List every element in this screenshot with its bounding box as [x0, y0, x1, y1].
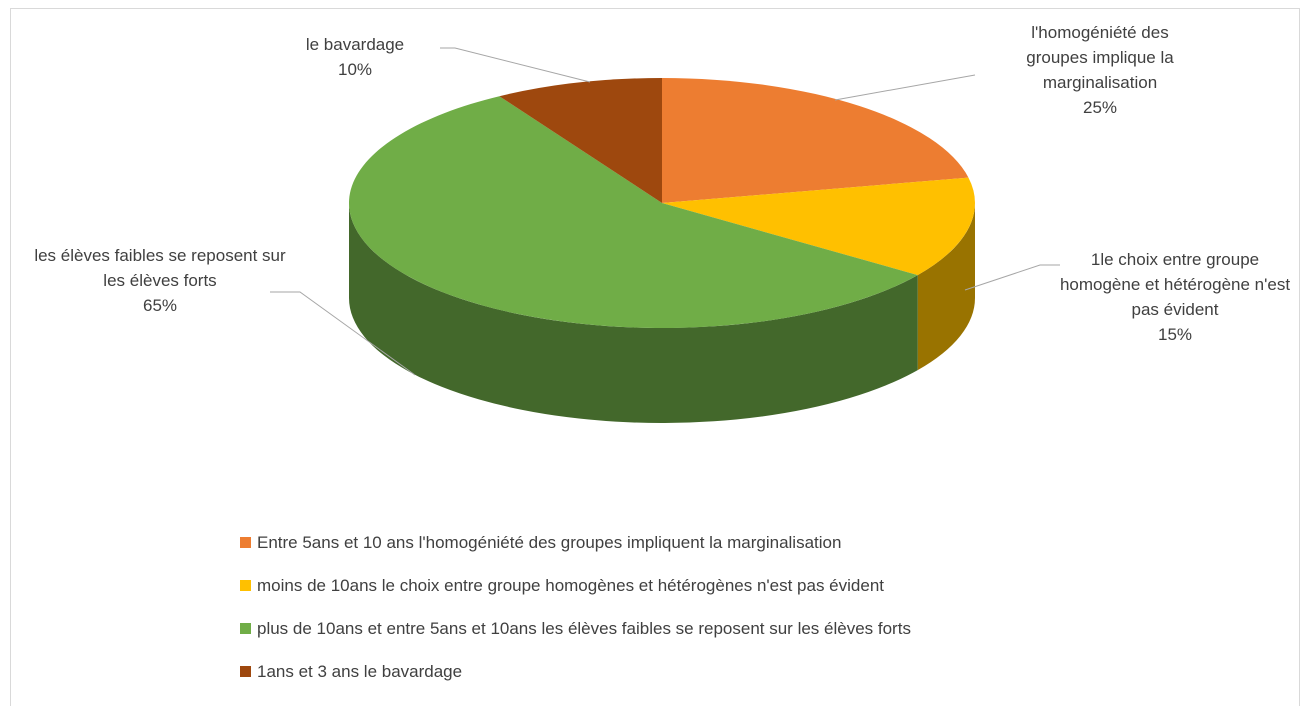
legend-label: plus de 10ans et entre 5ans et 10ans les… — [257, 619, 911, 638]
legend-entry: Entre 5ans et 10 ans l'homogéniété des g… — [240, 533, 841, 553]
leader-line — [270, 291, 416, 376]
slice — [348, 96, 918, 329]
leader-line — [440, 47, 591, 83]
slice — [499, 78, 662, 203]
legend-label: 1ans et 3 ans le bavardage — [257, 662, 463, 681]
legend-label: Entre 5ans et 10 ans l'homogéniété des g… — [257, 533, 842, 552]
data-label-value: 65% — [142, 296, 178, 315]
legend-swatch — [240, 666, 251, 677]
data-label-text: les élèves faibles se reposent sur les é… — [34, 246, 286, 290]
legend-entry: 1ans et 3 ans le bavardage — [240, 662, 462, 682]
data-label: le bavardage 10% — [270, 32, 440, 82]
legend-swatch — [240, 580, 251, 591]
data-label-value: 15% — [1157, 325, 1193, 344]
leader-line — [834, 74, 976, 101]
data-label: l'homogéniété des groupes implique la ma… — [1000, 20, 1200, 120]
data-label-text: le bavardage — [305, 35, 405, 54]
data-label-value: 25% — [1082, 98, 1118, 117]
legend-swatch — [240, 623, 251, 634]
legend-entry: plus de 10ans et entre 5ans et 10ans les… — [240, 619, 911, 639]
data-label-text: 1le choix entre groupe homogène et hétér… — [1059, 250, 1291, 319]
leader-line — [964, 264, 1060, 291]
data-label: 1le choix entre groupe homogène et hétér… — [1055, 247, 1295, 347]
data-label-value: 10% — [337, 60, 373, 79]
legend-label: moins de 10ans le choix entre groupe hom… — [257, 576, 884, 595]
slice-side — [917, 203, 975, 371]
slice-side — [349, 203, 918, 423]
legend-swatch — [240, 537, 251, 548]
chart-frame — [10, 8, 1300, 706]
data-label: les élèves faibles se reposent sur les é… — [30, 243, 290, 318]
data-label-text: l'homogéniété des groupes implique la ma… — [1026, 23, 1174, 92]
slice — [662, 78, 969, 203]
legend-entry: moins de 10ans le choix entre groupe hom… — [240, 576, 884, 596]
slice — [662, 177, 975, 276]
